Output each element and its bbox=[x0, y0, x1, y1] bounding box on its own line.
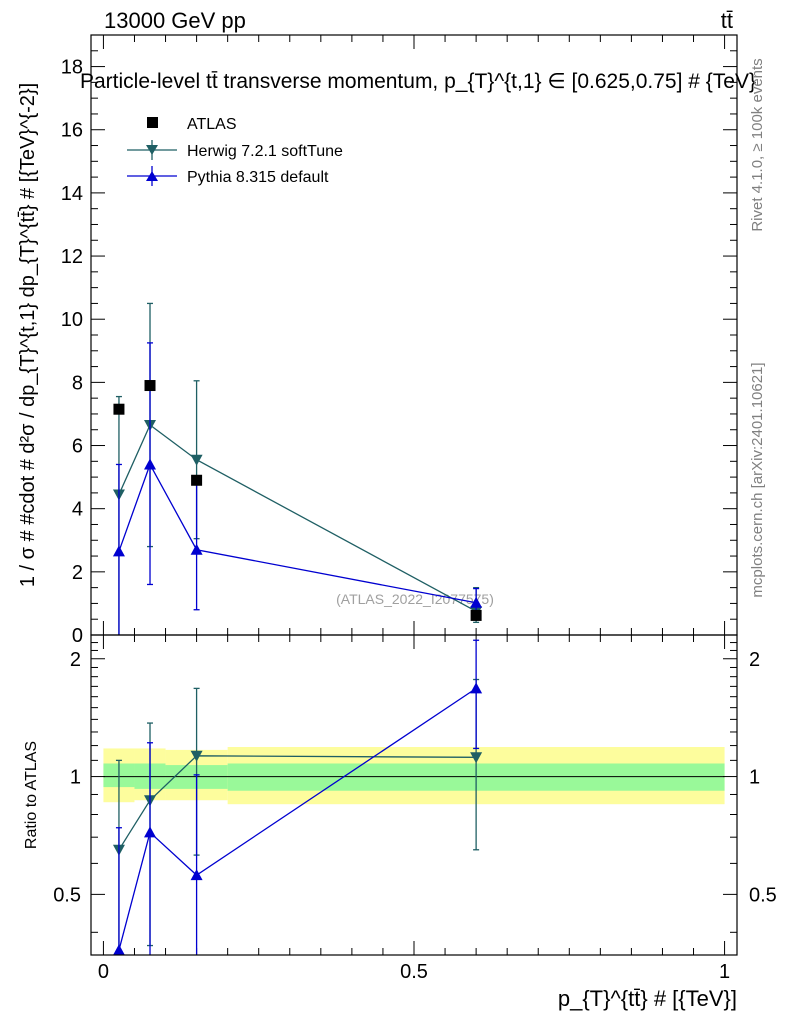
main-series-line-2 bbox=[118, 462, 477, 604]
main-series-layer bbox=[112, 302, 483, 635]
ratio-xtick-label: 1 bbox=[719, 961, 730, 983]
ratio-pythia-point bbox=[144, 826, 157, 838]
ratio-ylabel: Ratio to ATLAS bbox=[23, 741, 40, 849]
ratio-pythia-point bbox=[190, 869, 203, 881]
main-pythia-point bbox=[144, 458, 157, 470]
ratio-pythia-point bbox=[470, 682, 483, 694]
ratio-ytick-label-right: 0.5 bbox=[749, 884, 777, 906]
mcplots-label: mcplots.cern.ch [arXiv:2401.10621] bbox=[749, 362, 766, 597]
ratio-pythia-point bbox=[113, 944, 125, 955]
main-atlas-point bbox=[191, 474, 203, 486]
x-axis-label: p_{T}^{tt̄} # [{TeV}] bbox=[558, 986, 737, 1011]
ratio-series-line-0 bbox=[118, 755, 477, 851]
main-series-line-1 bbox=[118, 423, 477, 612]
main-atlas-point bbox=[144, 380, 156, 392]
ratio-series-line-1 bbox=[118, 687, 477, 951]
ratio-series-layer bbox=[112, 639, 483, 955]
main-ylabel: 1 / σ # #cdot # d²σ / dp_{T}^{t,1} dp_{T… bbox=[17, 83, 39, 587]
ratio-ytick-label-right: 1 bbox=[749, 767, 760, 789]
chart-title: Particle-level tt̄ transverse momentum, … bbox=[80, 70, 756, 93]
legend-pythia-label: Pythia 8.315 default bbox=[187, 169, 329, 186]
ratio-ytick-label-left: 0.5 bbox=[53, 884, 81, 906]
main-ytick-label: 12 bbox=[61, 246, 83, 268]
main-ytick-label: 0 bbox=[72, 625, 83, 647]
main-ytick-label: 2 bbox=[72, 562, 83, 584]
analysis-watermark: (ATLAS_2022_I2077575) bbox=[336, 591, 494, 607]
process-label: tt̄ bbox=[721, 8, 733, 33]
main-axis-ticks: 0 2 4 6 8 10 12 14 16 18 bbox=[61, 34, 737, 647]
main-pythia-point bbox=[190, 543, 203, 555]
ratio-frame bbox=[90, 634, 738, 956]
main-pythia-point bbox=[470, 596, 483, 608]
main-ytick-label: 8 bbox=[72, 372, 83, 394]
legend-atlas-marker bbox=[147, 117, 158, 128]
main-ytick-label: 16 bbox=[61, 120, 83, 142]
ratio-ytick-label-left: 1 bbox=[70, 767, 81, 789]
main-ytick-label: 14 bbox=[61, 183, 83, 205]
ratio-axis-ticks: 0.5 0.5 1 1 2 2 0 0.5 1 bbox=[53, 635, 777, 983]
ratio-herwig-point bbox=[190, 750, 203, 762]
ratio-ytick-label-right: 2 bbox=[749, 649, 760, 671]
ratio-herwig-point bbox=[470, 752, 483, 764]
main-pythia-point bbox=[112, 545, 125, 557]
legend-pythia-marker bbox=[146, 171, 158, 181]
ratio-ytick-label-left: 2 bbox=[70, 649, 81, 671]
main-ytick-label: 4 bbox=[72, 499, 83, 521]
legend: ATLAS Herwig 7.2.1 softTune Pythia 8.315… bbox=[127, 116, 343, 186]
rivet-label: Rivet 4.1.0, ≥ 100k events bbox=[749, 58, 766, 231]
legend-herwig-marker bbox=[146, 145, 158, 155]
ratio-xtick-label: 0 bbox=[98, 961, 109, 983]
main-herwig-point bbox=[190, 454, 203, 466]
main-ytick-label: 10 bbox=[61, 309, 83, 331]
main-atlas-point bbox=[113, 403, 125, 415]
legend-atlas-label: ATLAS bbox=[187, 116, 237, 133]
ratio-xtick-label: 0.5 bbox=[400, 961, 428, 983]
main-ytick-label: 6 bbox=[72, 436, 83, 458]
main-ytick-label: 18 bbox=[61, 57, 83, 79]
energy-label: 13000 GeV pp bbox=[104, 8, 246, 33]
main-atlas-point bbox=[470, 609, 482, 621]
legend-herwig-label: Herwig 7.2.1 softTune bbox=[187, 143, 343, 160]
